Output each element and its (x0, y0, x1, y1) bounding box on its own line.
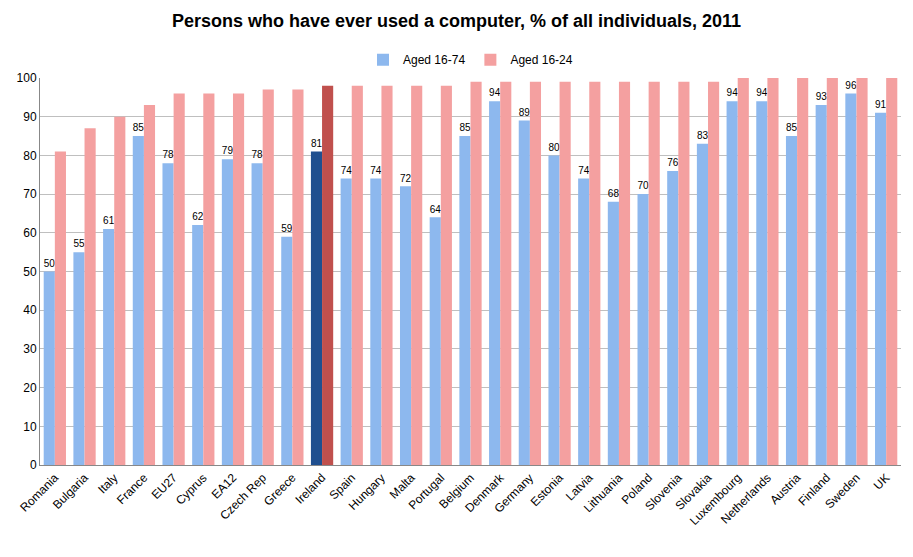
svg-text:Poland: Poland (619, 471, 655, 507)
svg-text:78: 78 (252, 149, 264, 160)
svg-text:79: 79 (222, 145, 234, 156)
svg-text:Romania: Romania (17, 471, 61, 515)
svg-text:Latvia: Latvia (563, 471, 596, 504)
svg-text:90: 90 (23, 110, 37, 124)
svg-text:0: 0 (30, 458, 37, 472)
svg-text:Portugal: Portugal (406, 471, 448, 513)
svg-text:Belgium: Belgium (436, 471, 477, 512)
svg-text:Estonia: Estonia (528, 471, 566, 509)
svg-text:94: 94 (489, 87, 501, 98)
svg-text:Slovakia: Slovakia (672, 471, 714, 513)
svg-text:50: 50 (44, 258, 56, 269)
svg-text:Slovenia: Slovenia (642, 471, 685, 514)
svg-text:83: 83 (697, 130, 709, 141)
svg-text:Sweden: Sweden (822, 471, 863, 512)
svg-text:30: 30 (23, 342, 37, 356)
svg-text:94: 94 (756, 87, 768, 98)
svg-text:UK: UK (871, 471, 893, 493)
svg-text:62: 62 (192, 211, 204, 222)
svg-text:Luxembourg: Luxembourg (687, 471, 744, 528)
svg-text:10: 10 (23, 420, 37, 434)
svg-text:74: 74 (578, 165, 590, 176)
svg-text:74: 74 (341, 165, 353, 176)
svg-text:Finland: Finland (795, 471, 833, 509)
svg-text:72: 72 (400, 173, 412, 184)
svg-text:78: 78 (162, 149, 174, 160)
svg-text:France: France (114, 471, 151, 508)
svg-text:70: 70 (638, 180, 650, 191)
svg-text:93: 93 (816, 91, 828, 102)
svg-text:Lithuania: Lithuania (581, 471, 626, 516)
svg-text:Denmark: Denmark (462, 470, 507, 515)
svg-text:EA12: EA12 (209, 471, 240, 502)
svg-text:91: 91 (875, 99, 887, 110)
svg-text:Bulgaria: Bulgaria (50, 471, 91, 512)
svg-text:Czech Rep: Czech Rep (217, 471, 269, 523)
svg-text:EU27: EU27 (149, 471, 180, 502)
svg-text:40: 40 (23, 303, 37, 317)
svg-text:Spain: Spain (326, 471, 358, 503)
svg-text:Aged 16-74: Aged 16-74 (403, 53, 465, 67)
svg-text:85: 85 (786, 122, 798, 133)
svg-text:Ireland: Ireland (293, 471, 329, 507)
svg-text:85: 85 (133, 122, 145, 133)
svg-text:Aged 16-24: Aged 16-24 (510, 53, 572, 67)
svg-text:Austria: Austria (767, 471, 804, 508)
svg-text:81: 81 (311, 138, 323, 149)
svg-text:85: 85 (459, 122, 471, 133)
svg-text:64: 64 (430, 204, 442, 215)
svg-text:Greece: Greece (261, 471, 299, 509)
svg-text:Persons who have ever used a c: Persons who have ever used a computer, %… (172, 11, 741, 31)
svg-text:Malta: Malta (387, 471, 418, 502)
svg-text:Netherlands: Netherlands (718, 471, 774, 527)
svg-text:74: 74 (370, 165, 382, 176)
svg-text:Italy: Italy (95, 471, 120, 496)
svg-text:20: 20 (23, 381, 37, 395)
svg-text:Cyprus: Cyprus (173, 471, 210, 508)
svg-text:100: 100 (17, 71, 37, 85)
svg-text:89: 89 (519, 107, 531, 118)
svg-text:94: 94 (727, 87, 739, 98)
svg-text:59: 59 (281, 223, 293, 234)
svg-text:76: 76 (667, 157, 679, 168)
svg-text:68: 68 (608, 188, 620, 199)
svg-text:55: 55 (73, 238, 85, 249)
svg-text:80: 80 (548, 142, 560, 153)
svg-text:80: 80 (23, 149, 37, 163)
svg-text:70: 70 (23, 187, 37, 201)
svg-text:Germany: Germany (491, 471, 536, 516)
svg-text:96: 96 (845, 80, 857, 91)
svg-text:61: 61 (103, 215, 115, 226)
svg-text:Hungary: Hungary (346, 471, 388, 513)
svg-text:50: 50 (23, 265, 37, 279)
svg-text:60: 60 (23, 226, 37, 240)
